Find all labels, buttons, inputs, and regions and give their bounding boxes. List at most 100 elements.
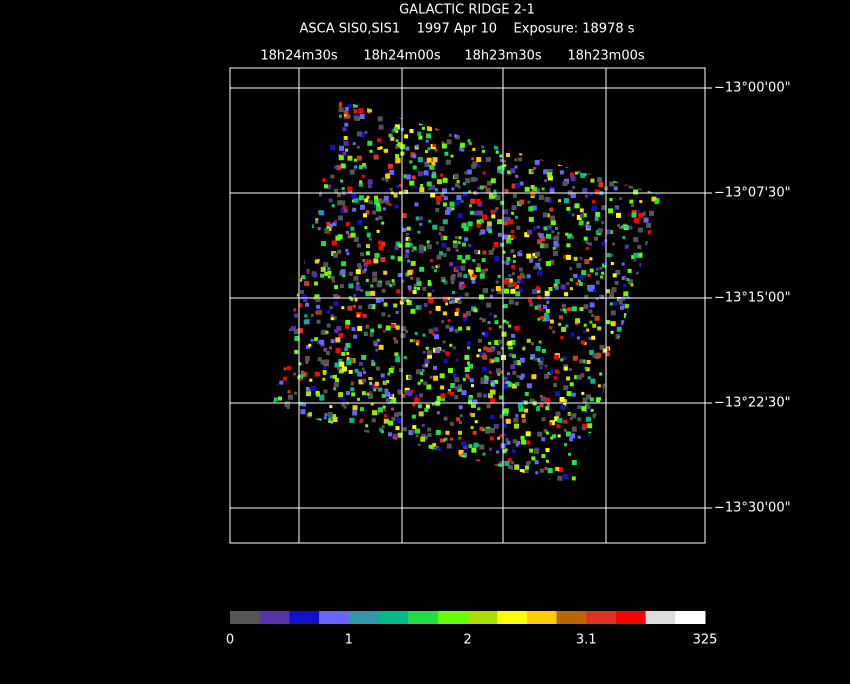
sky-pixel: [664, 216, 669, 221]
sky-pixel: [280, 433, 285, 438]
sky-pixel: [646, 262, 651, 267]
sky-pixel: [638, 212, 644, 218]
sky-pixel: [468, 444, 473, 449]
sky-pixel: [333, 252, 339, 258]
sky-pixel: [365, 424, 369, 428]
sky-pixel: [413, 456, 419, 462]
sky-pixel: [574, 160, 578, 164]
sky-pixel: [635, 339, 639, 343]
sky-pixel: [474, 275, 478, 279]
sky-pixel: [522, 347, 526, 351]
sky-pixel: [606, 141, 611, 146]
sky-pixel: [647, 469, 652, 474]
sky-pixel: [272, 142, 276, 148]
sky-pixel: [388, 203, 392, 206]
sky-pixel: [620, 420, 626, 426]
sky-pixel: [309, 224, 314, 228]
sky-pixel: [515, 174, 519, 178]
sky-pixel: [374, 483, 379, 486]
sky-pixel: [443, 236, 448, 240]
sky-pixel: [524, 408, 529, 413]
sky-pixel: [618, 298, 622, 302]
sky-pixel: [557, 161, 563, 166]
sky-pixel: [546, 403, 550, 407]
sky-pixel: [507, 239, 512, 244]
sky-pixel: [348, 283, 354, 289]
sky-pixel: [632, 133, 636, 137]
sky-pixel: [601, 271, 605, 275]
sky-pixel: [436, 395, 442, 401]
sky-pixel: [595, 297, 599, 301]
sky-pixel: [281, 266, 287, 272]
sky-pixel: [323, 389, 328, 394]
sky-pixel: [394, 412, 400, 418]
sky-pixel: [538, 307, 542, 311]
sky-pixel: [385, 280, 391, 286]
sky-pixel: [320, 273, 325, 278]
sky-pixel: [552, 126, 557, 131]
sky-pixel: [440, 235, 446, 241]
sky-pixel: [540, 139, 544, 144]
sky-pixel: [428, 219, 432, 223]
sky-pixel: [316, 392, 320, 397]
sky-pixel: [405, 236, 410, 241]
sky-pixel: [522, 106, 526, 110]
sky-pixel: [406, 472, 411, 477]
sky-pixel: [276, 195, 282, 200]
sky-pixel: [426, 157, 432, 163]
sky-pixel: [632, 444, 637, 449]
sky-pixel: [461, 390, 467, 396]
sky-pixel: [272, 188, 275, 192]
sky-pixel: [330, 314, 334, 318]
sky-pixel: [361, 354, 367, 360]
sky-pixel: [481, 149, 485, 153]
sky-pixel: [356, 131, 362, 137]
sky-pixel: [439, 251, 443, 256]
sky-pixel: [538, 121, 544, 127]
sky-pixel: [510, 364, 516, 370]
sky-pixel: [566, 376, 571, 381]
sky-pixel: [305, 302, 309, 307]
sky-pixel: [354, 158, 357, 162]
sky-pixel: [338, 215, 343, 221]
sky-pixel: [454, 298, 460, 303]
sky-pixel: [273, 397, 278, 402]
sky-pixel: [482, 475, 487, 479]
sky-pixel: [562, 474, 568, 480]
sky-pixel: [528, 298, 532, 303]
sky-pixel: [587, 171, 591, 175]
sky-pixel: [595, 126, 600, 132]
sky-pixel: [511, 211, 515, 215]
sky-pixel: [595, 280, 600, 285]
sky-pixel: [373, 388, 377, 392]
sky-pixel: [464, 367, 470, 372]
sky-pixel: [445, 430, 450, 435]
sky-pixel: [656, 185, 660, 189]
sky-pixel: [559, 170, 564, 175]
sky-pixel: [510, 249, 515, 254]
sky-pixel: [290, 439, 295, 444]
sky-pixel: [305, 232, 309, 236]
sky-pixels: [272, 100, 669, 491]
sky-pixel: [275, 264, 279, 269]
sky-pixel: [415, 473, 419, 477]
sky-pixel: [563, 106, 569, 111]
sky-pixel: [408, 375, 413, 380]
sky-pixel: [354, 298, 358, 302]
colorbar-swatch: [556, 611, 587, 624]
sky-pixel: [378, 344, 384, 350]
sky-pixel: [278, 226, 282, 230]
sky-pixel: [291, 227, 297, 233]
sky-pixel: [545, 406, 550, 411]
sky-pixel: [454, 377, 460, 383]
sky-pixel: [344, 107, 349, 111]
sky-pixel: [364, 130, 368, 134]
sky-pixel: [635, 286, 640, 292]
sky-pixel: [427, 488, 430, 491]
sky-pixel: [618, 336, 622, 340]
sky-pixel: [434, 269, 437, 273]
sky-pixel: [534, 305, 539, 310]
sky-pixel: [516, 440, 521, 445]
sky-pixel: [634, 150, 638, 154]
sky-pixel: [500, 242, 504, 247]
